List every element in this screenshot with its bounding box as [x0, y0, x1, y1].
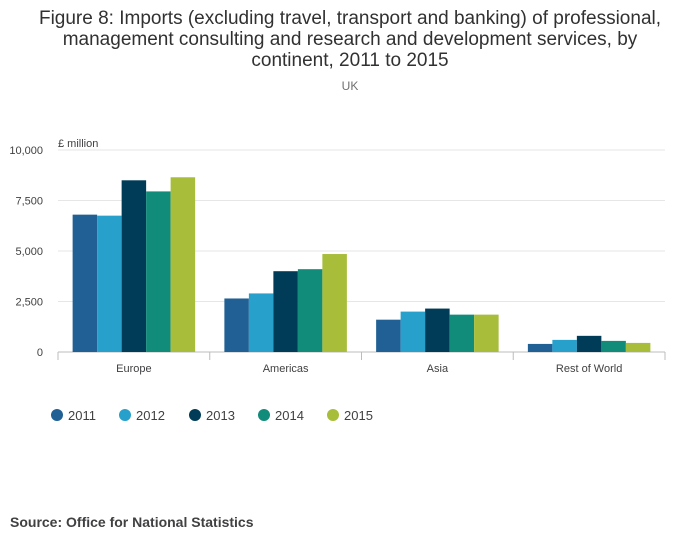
bar-americas-2012	[248, 293, 274, 352]
bar-rest-of-world-2014	[601, 340, 626, 352]
legend-marker-2011	[51, 409, 63, 421]
legend-label-2015: 2015	[344, 408, 373, 423]
legend-label-2013: 2013	[206, 408, 235, 423]
bar-asia-2012	[400, 311, 426, 352]
legend-marker-2015	[327, 409, 339, 421]
bar-europe-2014	[146, 191, 171, 352]
x-tick-label: Rest of World	[556, 363, 622, 375]
chart-title: Figure 8: Imports (excluding travel, tra…	[38, 8, 662, 71]
bar-americas-2015	[322, 254, 347, 352]
y-axis-label: £ million	[58, 138, 98, 150]
x-axis: Europe Americas Asia Rest of World	[57, 352, 666, 375]
x-tick-label: Asia	[427, 363, 449, 375]
bar-asia-2014	[449, 314, 475, 352]
bar-europe-2012	[97, 215, 122, 352]
bar-rest-of-world-2011	[527, 343, 553, 352]
bar-rest-of-world-2012	[552, 339, 577, 352]
y-tick-label: 0	[37, 347, 43, 359]
bar-asia-2015	[474, 314, 499, 352]
legend-label-2014: 2014	[275, 408, 304, 423]
bar-asia-2011	[376, 319, 401, 352]
bar-europe-2013	[121, 180, 147, 352]
y-tick-label: 2,500	[15, 297, 43, 309]
y-tick-label: 10,000	[9, 145, 43, 157]
y-tick-label: 5,000	[15, 246, 43, 258]
x-tick-label: Europe	[116, 363, 151, 375]
x-tick-label: Americas	[263, 363, 309, 375]
bar-rest-of-world-2015	[625, 342, 651, 352]
y-tick-label: 7,500	[15, 196, 43, 208]
bar-americas-2013	[273, 271, 298, 352]
legend-label-2012: 2012	[136, 408, 165, 423]
bar-asia-2013	[425, 308, 450, 352]
legend: 2011 2012 2013 2014 2015	[51, 408, 373, 423]
source-note: Source: Office for National Statistics	[10, 514, 254, 530]
bars	[72, 177, 651, 352]
bar-americas-2011	[224, 298, 249, 352]
y-axis: 0 2,500 5,000 7,500 10,000	[9, 145, 43, 359]
bar-europe-2015	[170, 177, 196, 352]
chart-subtitle: UK	[341, 79, 359, 93]
bar-europe-2011	[72, 214, 98, 352]
legend-marker-2013	[189, 409, 201, 421]
legend-label-2011: 2011	[68, 408, 96, 423]
bar-rest-of-world-2013	[576, 335, 602, 352]
legend-marker-2012	[119, 409, 131, 421]
bar-americas-2014	[297, 269, 323, 352]
legend-marker-2014	[258, 409, 270, 421]
